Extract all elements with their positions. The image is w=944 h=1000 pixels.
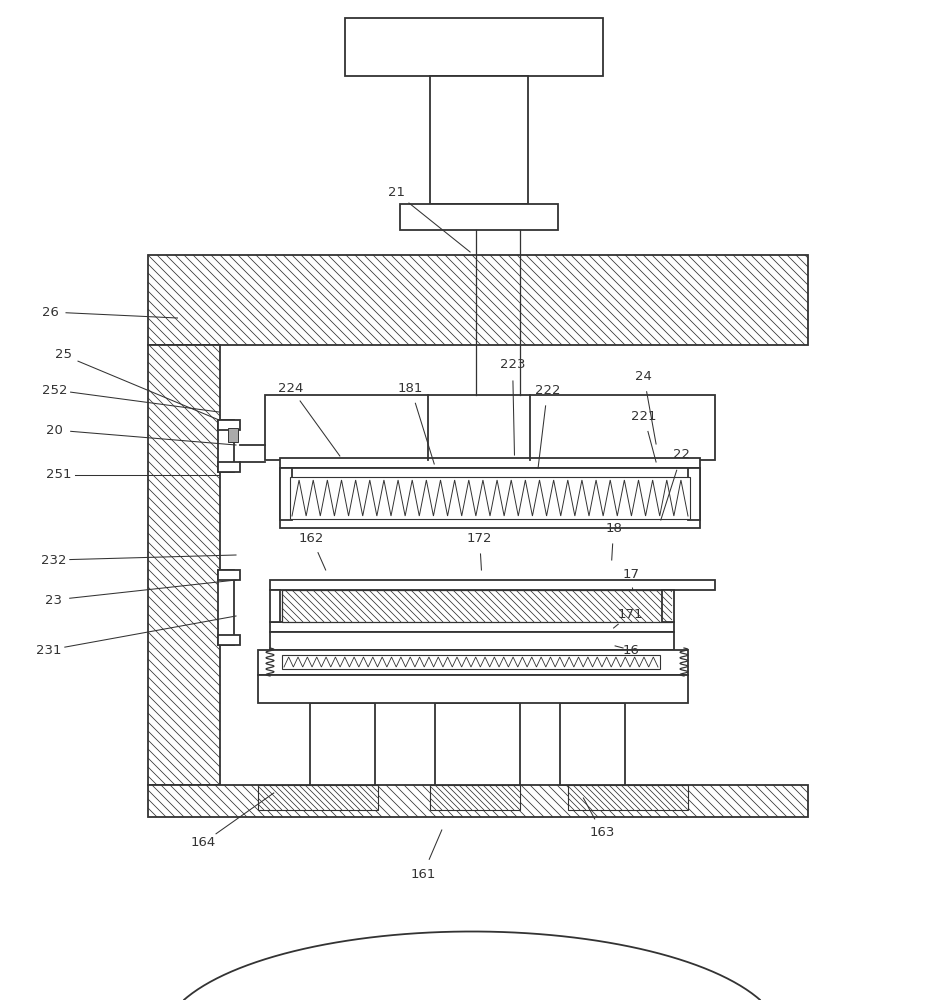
Bar: [270, 632, 674, 650]
Bar: [282, 590, 672, 622]
Text: 223: 223: [499, 359, 526, 371]
Text: 20: 20: [46, 424, 63, 436]
Text: 18: 18: [605, 522, 622, 534]
Bar: [662, 590, 674, 622]
Bar: [568, 785, 688, 810]
Bar: [282, 655, 660, 669]
Bar: [258, 650, 688, 675]
Bar: [265, 395, 715, 460]
Text: 21: 21: [388, 186, 405, 200]
Bar: [400, 204, 558, 230]
Bar: [258, 675, 688, 703]
Bar: [218, 570, 234, 645]
Text: 224: 224: [278, 381, 303, 394]
Bar: [270, 622, 674, 632]
Bar: [688, 468, 700, 520]
Bar: [310, 703, 375, 785]
Bar: [430, 785, 520, 810]
Bar: [560, 703, 625, 785]
Bar: [218, 462, 240, 472]
Bar: [280, 468, 292, 520]
Bar: [218, 420, 234, 472]
Text: 231: 231: [36, 644, 62, 656]
Bar: [228, 428, 238, 442]
Bar: [430, 76, 528, 204]
Bar: [148, 255, 808, 345]
Text: 251: 251: [45, 468, 72, 482]
Text: 222: 222: [534, 383, 561, 396]
Bar: [148, 345, 220, 785]
Bar: [345, 18, 603, 76]
Text: 232: 232: [41, 554, 67, 566]
Text: 164: 164: [191, 836, 215, 850]
Text: 23: 23: [45, 593, 62, 606]
Bar: [218, 635, 240, 645]
Text: 26: 26: [42, 306, 59, 318]
Bar: [280, 468, 700, 528]
Bar: [270, 590, 280, 622]
Text: 25: 25: [55, 349, 72, 361]
Text: 17: 17: [622, 568, 639, 580]
Text: 161: 161: [411, 867, 435, 880]
Bar: [435, 703, 520, 785]
Text: 16: 16: [622, 644, 639, 656]
Bar: [218, 570, 240, 580]
Text: 162: 162: [299, 532, 324, 544]
Text: 163: 163: [590, 826, 615, 840]
Text: 181: 181: [398, 381, 423, 394]
Text: 24: 24: [635, 369, 652, 382]
Text: 171: 171: [617, 607, 644, 620]
Text: 252: 252: [42, 383, 68, 396]
Bar: [290, 477, 690, 519]
Bar: [280, 458, 700, 468]
Bar: [148, 785, 808, 817]
Bar: [218, 420, 240, 430]
Bar: [258, 785, 378, 810]
Text: 221: 221: [631, 410, 657, 422]
Bar: [270, 580, 715, 590]
Text: 22: 22: [673, 448, 690, 462]
Text: 172: 172: [466, 532, 493, 544]
